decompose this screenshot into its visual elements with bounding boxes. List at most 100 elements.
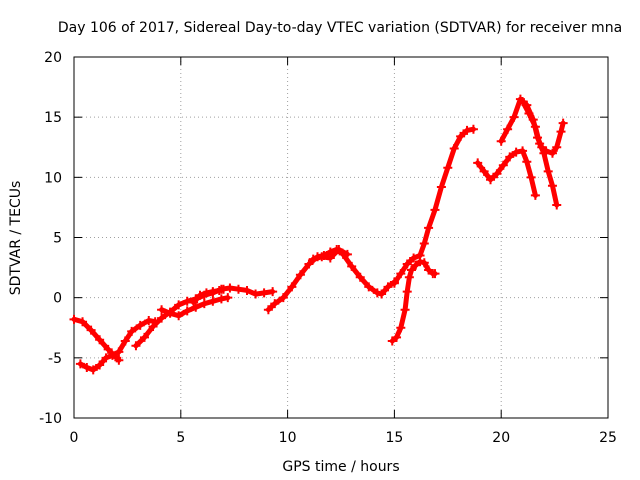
data-series — [69, 314, 124, 365]
data-point — [342, 249, 352, 259]
y-axis-label: SDTVAR / TECUs — [8, 181, 24, 296]
data-point — [139, 332, 149, 342]
data-point — [392, 332, 402, 342]
data-point — [101, 353, 111, 363]
x-tick-label: 20 — [492, 430, 510, 446]
data-point — [462, 125, 472, 135]
x-tick-label: 10 — [279, 430, 297, 446]
y-tick-label: 10 — [44, 170, 62, 186]
data-point — [251, 289, 261, 299]
data-point — [496, 136, 506, 146]
data-point — [468, 124, 478, 134]
data-point — [430, 205, 440, 215]
data-point — [120, 336, 130, 346]
data-point — [511, 147, 521, 157]
data-point — [492, 169, 502, 179]
data-series — [389, 124, 478, 288]
data-point — [233, 284, 243, 294]
data-point — [268, 287, 278, 297]
data-point — [355, 272, 365, 282]
data-point — [347, 261, 357, 271]
data-point — [415, 251, 425, 261]
data-point — [411, 260, 421, 270]
data-point — [127, 326, 137, 336]
data-point — [263, 305, 273, 315]
data-point — [473, 158, 483, 168]
data-series — [518, 97, 562, 210]
data-point — [404, 272, 414, 282]
data-point — [518, 97, 528, 107]
data-point — [114, 355, 124, 365]
data-point — [424, 265, 434, 275]
data-point — [174, 311, 184, 321]
data-point — [242, 285, 252, 295]
data-series — [473, 146, 540, 200]
data-point — [419, 258, 429, 268]
data-point — [223, 293, 233, 303]
data-point — [406, 265, 416, 275]
data-point — [325, 253, 335, 263]
data-point — [552, 142, 562, 152]
data-point — [69, 314, 79, 324]
data-point — [208, 287, 218, 297]
data-point — [82, 362, 92, 372]
data-point — [88, 365, 98, 375]
data-point — [157, 313, 167, 323]
data-point — [505, 152, 515, 162]
data-point — [530, 190, 540, 200]
data-point — [195, 290, 205, 300]
data-point — [259, 288, 269, 298]
data-point — [387, 336, 397, 346]
data-point — [409, 253, 419, 263]
data-point — [530, 122, 540, 132]
data-point — [189, 297, 199, 307]
data-point — [364, 282, 374, 292]
data-point — [400, 305, 410, 315]
data-point — [402, 259, 412, 269]
data-point — [524, 109, 534, 119]
y-tick-label: 15 — [44, 110, 62, 126]
x-tick-label: 5 — [176, 430, 185, 446]
data-point — [78, 317, 88, 327]
data-point — [216, 294, 226, 304]
chart-title: Day 106 of 2017, Sidereal Day-to-day VTE… — [58, 20, 622, 36]
y-tick-label: 0 — [53, 291, 62, 307]
data-point — [287, 282, 297, 292]
data-point — [191, 302, 201, 312]
data-point — [503, 124, 513, 134]
data-point — [543, 166, 553, 176]
data-point — [304, 259, 314, 269]
data-point — [131, 341, 141, 351]
data-point — [214, 285, 224, 295]
data-point — [419, 239, 429, 249]
data-point — [308, 254, 318, 264]
data-point — [103, 344, 113, 354]
x-tick-label: 25 — [599, 430, 617, 446]
data-point — [157, 305, 167, 315]
axes: 0 5 10 15 20 25 -10 -5 0 5 10 15 20 — [39, 50, 617, 446]
x-axis-label: GPS time / hours — [282, 459, 399, 475]
data-point — [144, 316, 154, 326]
data-point — [219, 284, 229, 294]
data-point — [86, 325, 96, 335]
data-point — [148, 322, 158, 332]
data-point — [539, 148, 549, 158]
data-point — [199, 299, 209, 309]
data-point — [377, 289, 387, 299]
data-point — [430, 269, 440, 279]
data-point — [556, 127, 566, 137]
data-point — [95, 360, 105, 370]
data-point — [295, 270, 305, 280]
data-series — [157, 293, 233, 321]
data-point — [334, 245, 344, 255]
data-point — [383, 282, 393, 292]
data-point — [436, 182, 446, 192]
data-point — [225, 283, 235, 293]
data-point — [75, 359, 85, 369]
data-series — [308, 245, 352, 264]
data-point — [165, 308, 175, 318]
data-point — [535, 139, 545, 149]
data-point — [526, 172, 536, 182]
data-point — [107, 350, 117, 360]
